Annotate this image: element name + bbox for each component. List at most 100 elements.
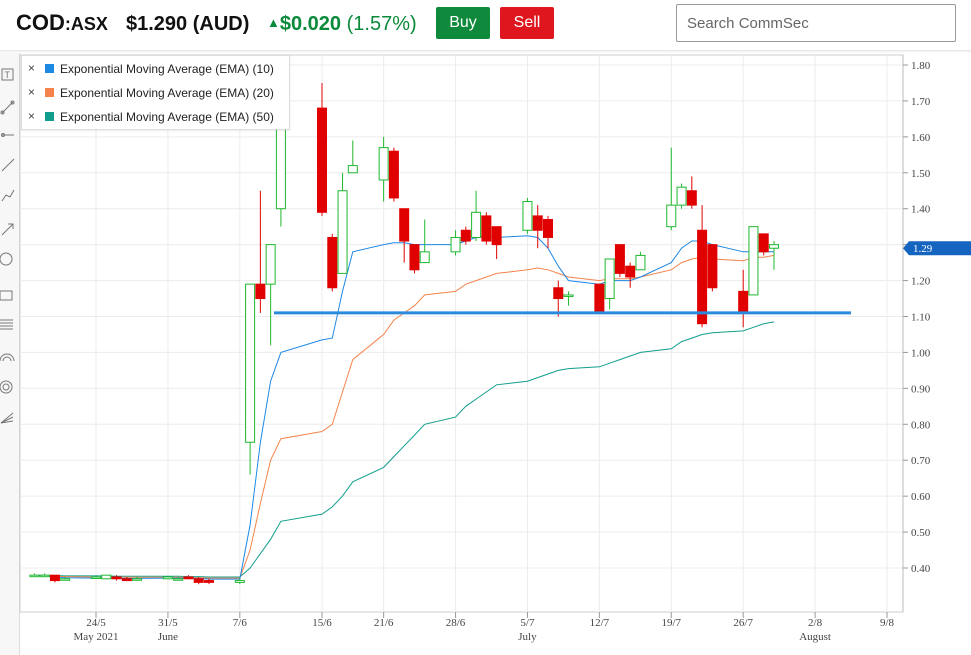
candle xyxy=(471,190,482,242)
candle xyxy=(686,176,697,209)
remove-ema-20-icon[interactable]: × xyxy=(28,85,36,99)
candle xyxy=(193,576,204,585)
x-tick-label: 19/7 xyxy=(661,617,681,629)
rectangle-tool-icon[interactable] xyxy=(0,290,13,301)
candle-body xyxy=(758,233,769,253)
candle xyxy=(111,575,122,581)
remove-ema-50-icon[interactable]: × xyxy=(28,109,36,123)
quote-header: COD:ASX $1.290 (AUD) ▲$0.020 (1.57%) Buy… xyxy=(0,0,971,50)
candle xyxy=(91,575,101,579)
candle-body xyxy=(204,580,214,583)
candle xyxy=(234,578,245,585)
candle xyxy=(173,576,184,581)
candle-body xyxy=(317,107,327,213)
candle-body xyxy=(60,578,71,581)
y-tick-label: 1.50 xyxy=(911,168,931,180)
candle xyxy=(317,82,327,216)
candle-body xyxy=(49,574,60,582)
candle-body xyxy=(491,226,502,246)
candle-body xyxy=(132,578,143,581)
arrow-tool-icon[interactable] xyxy=(1,223,14,236)
candle xyxy=(132,576,143,581)
candle-body xyxy=(553,287,564,300)
remove-ema-10-icon[interactable]: × xyxy=(28,61,36,75)
ray-tool-icon[interactable] xyxy=(1,133,15,137)
line-tool-icon[interactable] xyxy=(0,100,15,115)
candle-body xyxy=(697,229,708,325)
candle xyxy=(553,280,564,317)
y-tick-label: 1.00 xyxy=(911,347,931,359)
candle xyxy=(635,251,646,271)
circle-tool-icon[interactable] xyxy=(0,252,13,266)
candle-body xyxy=(399,208,410,242)
drawing-tool-icons: T xyxy=(0,68,15,424)
candle-body xyxy=(245,283,256,443)
current-price-tag: 1.29 xyxy=(903,241,971,256)
x-tick-label: 26/7 xyxy=(733,617,753,629)
gann-fan-icon[interactable] xyxy=(0,412,14,424)
price-change: ▲$0.020 (1.57%) xyxy=(267,13,417,36)
candle xyxy=(183,575,194,580)
ema-20-line xyxy=(34,254,775,579)
text-tool-icon[interactable]: T xyxy=(1,68,14,81)
candle xyxy=(347,140,358,174)
candle-body xyxy=(347,165,358,174)
candle-body xyxy=(388,150,399,199)
search-input[interactable] xyxy=(676,4,956,42)
candle xyxy=(758,233,769,256)
fibonacci-icon[interactable] xyxy=(0,319,13,330)
sell-button[interactable]: Sell xyxy=(500,7,554,39)
trendline-icon[interactable] xyxy=(1,158,15,172)
legend-item-ema-10: × Exponential Moving Average (EMA) (10) xyxy=(22,58,287,80)
y-tick-label: 1.80 xyxy=(911,60,931,72)
x-tick-label: 5/7 xyxy=(520,617,535,629)
candle xyxy=(204,578,214,585)
candle xyxy=(707,244,718,292)
candle xyxy=(481,212,492,245)
candle-body xyxy=(614,244,625,274)
price-tag-label: 1.29 xyxy=(913,243,933,255)
candle-body xyxy=(327,236,338,289)
candle-body xyxy=(91,576,101,579)
candle-body xyxy=(173,578,184,581)
change-amount: $0.020 xyxy=(279,13,342,35)
candle xyxy=(245,283,256,475)
candle-body xyxy=(666,204,677,228)
candle-body xyxy=(265,244,276,285)
y-axis: 0.400.500.600.700.800.901.001.101.201.30… xyxy=(902,55,931,612)
last-price: $1.290 (AUD) xyxy=(126,13,250,35)
candle xyxy=(748,226,759,296)
candle-body xyxy=(563,294,574,297)
candle xyxy=(255,190,266,313)
candle xyxy=(39,573,50,578)
y-tick-label: 1.40 xyxy=(911,204,931,216)
candle xyxy=(101,574,112,580)
candle xyxy=(327,233,338,292)
x-tick-label: 2/8 xyxy=(808,617,823,629)
ticker-code: COD xyxy=(16,10,65,35)
ema-50-swatch xyxy=(45,112,54,121)
buy-button[interactable]: Buy xyxy=(436,7,490,39)
candle xyxy=(265,244,276,346)
candle xyxy=(522,197,533,234)
price-tag-bg xyxy=(903,241,971,256)
arc-tool-icon[interactable] xyxy=(0,353,15,362)
spiral-tool-icon[interactable] xyxy=(0,380,13,394)
candle xyxy=(543,215,553,249)
ema-50-line xyxy=(34,321,775,578)
ema-20-swatch xyxy=(45,88,54,97)
candle xyxy=(337,172,348,274)
y-tick-label: 1.70 xyxy=(911,96,931,108)
candle-body xyxy=(707,244,718,289)
x-period-label: June xyxy=(158,631,178,643)
candle-body xyxy=(686,190,697,206)
candle xyxy=(604,258,615,310)
candle-body xyxy=(234,580,245,583)
candle-body xyxy=(39,574,50,578)
candle xyxy=(676,183,687,209)
legend-item-ema-20: × Exponential Moving Average (EMA) (20) xyxy=(22,82,287,104)
candle xyxy=(625,262,636,288)
polyline-icon[interactable] xyxy=(1,189,15,202)
candle xyxy=(419,219,430,264)
